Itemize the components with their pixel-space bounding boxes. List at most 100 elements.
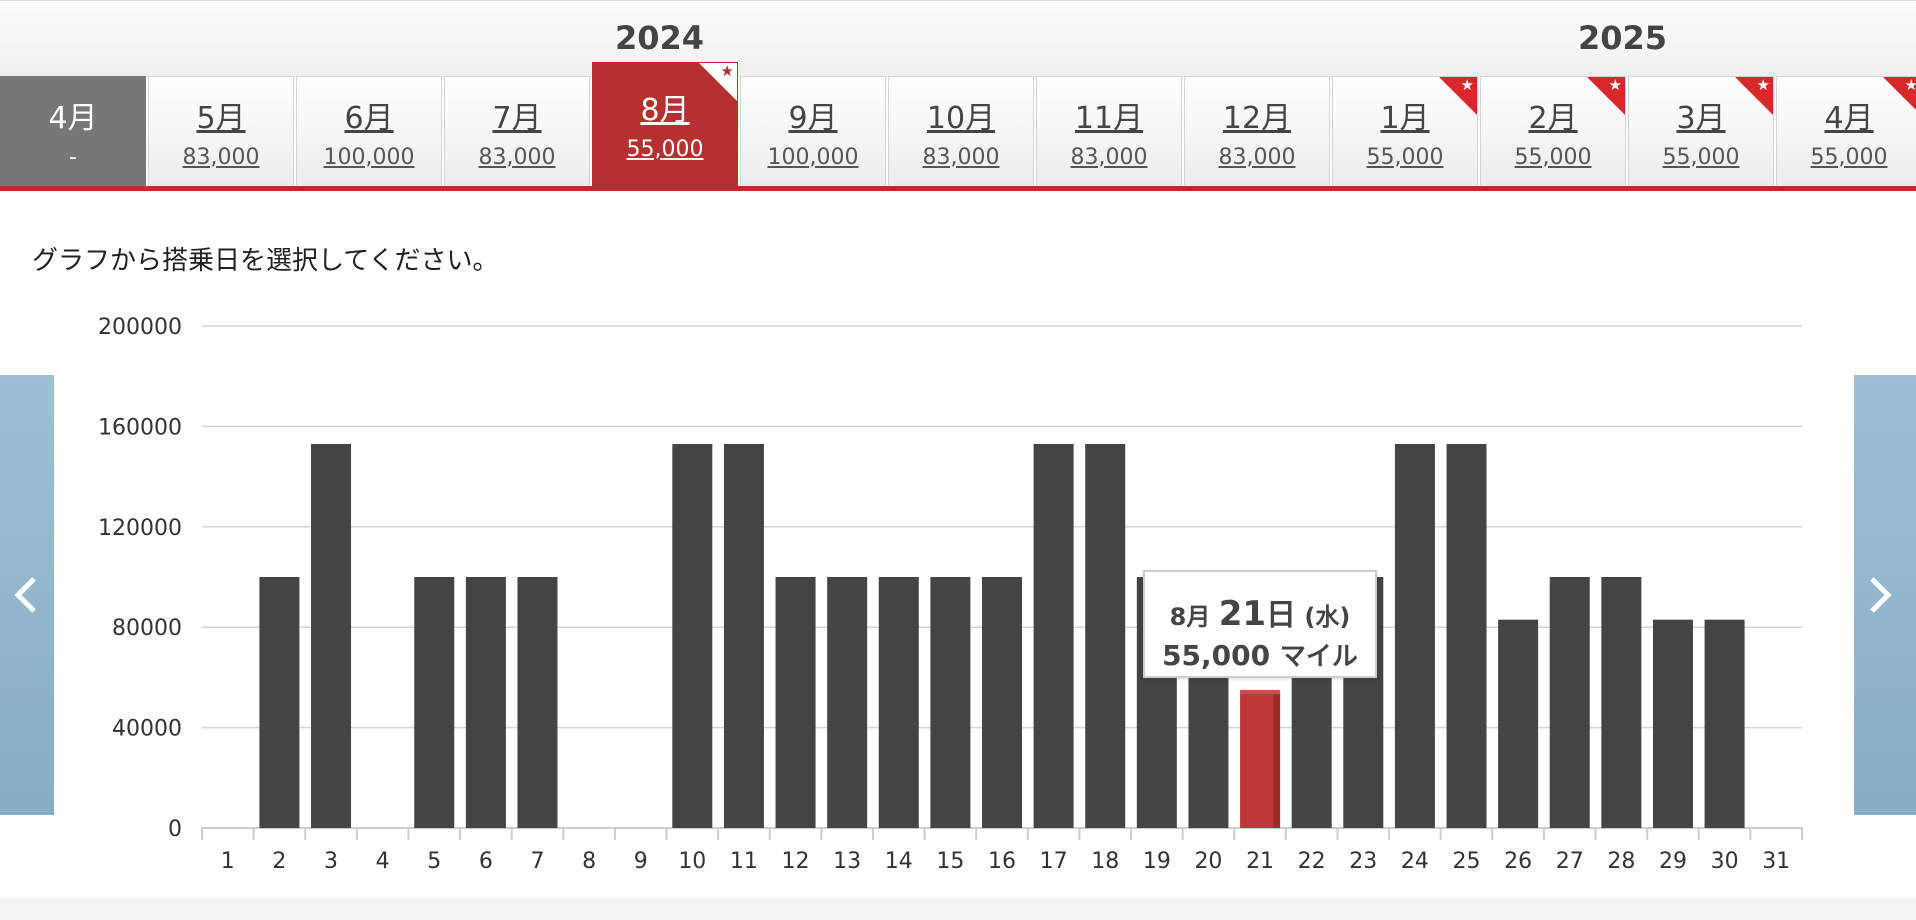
month-tab-label: 12月 xyxy=(1222,101,1292,136)
x-tick-label: 30 xyxy=(1711,849,1739,874)
bar-29[interactable] xyxy=(1652,619,1693,828)
bar-13[interactable] xyxy=(827,577,868,828)
x-tick-label: 4 xyxy=(376,849,390,874)
tooltip-miles: 55,000 xyxy=(1162,639,1271,672)
month-tab-label: 9月 xyxy=(788,101,838,136)
month-tab-label: 5月 xyxy=(196,101,246,136)
bar-30[interactable] xyxy=(1704,619,1745,828)
tooltip-day: 21 xyxy=(1218,594,1267,634)
month-tab-label: 2月 xyxy=(1528,101,1578,136)
month-tab-price: 100,000 xyxy=(767,145,859,170)
month-tab-price: 83,000 xyxy=(182,145,260,170)
selected-bar-top xyxy=(1240,689,1281,694)
month-tab-price: 55,000 xyxy=(1514,145,1592,170)
x-tick-label: 26 xyxy=(1504,849,1532,874)
footer-strip xyxy=(0,898,1916,920)
bar-26[interactable] xyxy=(1498,619,1539,828)
x-tick-label: 23 xyxy=(1349,849,1377,874)
bar-5[interactable] xyxy=(414,577,455,828)
x-tick-label: 9 xyxy=(634,849,648,874)
x-tick-label: 8 xyxy=(582,849,596,874)
month-tab-8[interactable]: 11月 83,000 xyxy=(1036,76,1182,188)
month-tab-2[interactable]: 5月 83,000 xyxy=(148,76,294,188)
month-tab-price: 55,000 xyxy=(1662,145,1740,170)
x-tick-label: 28 xyxy=(1607,849,1635,874)
selected-bar-shade xyxy=(1273,693,1281,828)
y-tick-label: 160000 xyxy=(98,415,182,440)
month-tab-9[interactable]: 12月 83,000 xyxy=(1184,76,1330,188)
x-tick-label: 3 xyxy=(324,849,338,874)
bar-16[interactable] xyxy=(982,577,1022,828)
month-tab-4[interactable]: 7月 83,000 xyxy=(444,76,590,188)
x-tick-label: 15 xyxy=(936,849,964,874)
month-tab-6[interactable]: 9月 100,000 xyxy=(740,76,886,188)
month-tab-label: 4月 xyxy=(1824,101,1874,136)
tab-underline xyxy=(0,186,1916,191)
month-tab-3[interactable]: 6月 100,000 xyxy=(296,76,442,188)
y-tick-label: 40000 xyxy=(112,717,182,742)
x-tick-label: 17 xyxy=(1040,849,1068,874)
bar-27[interactable] xyxy=(1549,577,1590,828)
chevron-right-icon xyxy=(1870,577,1892,613)
x-tick-label: 13 xyxy=(833,849,861,874)
y-tick-label: 200000 xyxy=(98,315,182,340)
x-tick-label: 20 xyxy=(1194,849,1222,874)
month-tab-1: 4月 - xyxy=(0,76,146,188)
bar-24[interactable] xyxy=(1394,443,1435,828)
chevron-left-icon xyxy=(14,577,36,613)
bar-18[interactable] xyxy=(1085,443,1126,828)
month-tab-price: 83,000 xyxy=(478,145,556,170)
bar-17[interactable] xyxy=(1033,443,1074,828)
year-2024-label: 2024 xyxy=(615,19,705,57)
y-tick-label: 120000 xyxy=(98,516,182,541)
prev-week-button[interactable] xyxy=(0,375,54,815)
x-tick-label: 16 xyxy=(988,849,1016,874)
month-tab-7[interactable]: 10月 83,000 xyxy=(888,76,1034,188)
month-tab-5[interactable]: 8月 55,000 ★ xyxy=(592,62,738,188)
month-tab-label: 10月 xyxy=(926,101,996,136)
star-icon: ★ xyxy=(1905,78,1916,93)
bar-12[interactable] xyxy=(775,577,816,828)
month-tab-13[interactable]: 4月 55,000 ★ xyxy=(1776,76,1916,188)
y-tick-label: 0 xyxy=(168,817,182,842)
bar-2[interactable] xyxy=(259,577,300,828)
x-tick-label: 7 xyxy=(530,849,544,874)
bar-6[interactable] xyxy=(465,577,506,828)
month-tabs: 4月 - 5月 83,000 6月 100,000 7月 83,000 8月 55,000 ★ 9月 1… xyxy=(0,62,1916,188)
month-tab-price: 83,000 xyxy=(1070,145,1148,170)
month-tab-label: 8月 xyxy=(640,93,690,128)
tooltip-weekday: (水) xyxy=(1304,603,1351,631)
tooltip-unit: マイル xyxy=(1279,642,1358,672)
month-tab-price: 83,000 xyxy=(1218,145,1296,170)
star-icon: ★ xyxy=(1608,76,1622,94)
x-tick-label: 2 xyxy=(272,849,286,874)
month-tab-10[interactable]: 1月 55,000 ★ xyxy=(1332,76,1478,188)
bar-11[interactable] xyxy=(723,443,764,828)
x-tick-label: 5 xyxy=(427,849,441,874)
bar-25[interactable] xyxy=(1446,443,1487,828)
month-tab-price: 55,000 xyxy=(1810,145,1888,170)
next-week-button[interactable] xyxy=(1854,375,1916,815)
month-tab-11[interactable]: 2月 55,000 ★ xyxy=(1480,76,1626,188)
month-tab-label: 11月 xyxy=(1074,101,1144,136)
bar-3[interactable] xyxy=(311,443,352,828)
bar-10[interactable] xyxy=(672,443,713,828)
bar-14[interactable] xyxy=(878,577,919,828)
month-tab-price: 55,000 xyxy=(1366,145,1444,170)
x-tick-label: 1 xyxy=(221,849,235,874)
x-tick-label: 25 xyxy=(1453,849,1481,874)
bar-28[interactable] xyxy=(1601,577,1642,828)
month-tab-12[interactable]: 3月 55,000 ★ xyxy=(1628,76,1774,188)
x-tick-label: 21 xyxy=(1246,849,1274,874)
campaign-badge: ★ xyxy=(699,63,737,101)
year-2025-label: 2025 xyxy=(1578,19,1668,57)
x-tick-label: 29 xyxy=(1659,849,1687,874)
campaign-badge: ★ xyxy=(1439,77,1477,115)
bar-7[interactable] xyxy=(517,577,558,828)
x-tick-label: 19 xyxy=(1143,849,1171,874)
month-tab-price: 55,000 xyxy=(626,137,704,162)
x-tick-label: 24 xyxy=(1401,849,1429,874)
x-tick-label: 11 xyxy=(730,849,758,874)
bar-15[interactable] xyxy=(930,577,971,828)
